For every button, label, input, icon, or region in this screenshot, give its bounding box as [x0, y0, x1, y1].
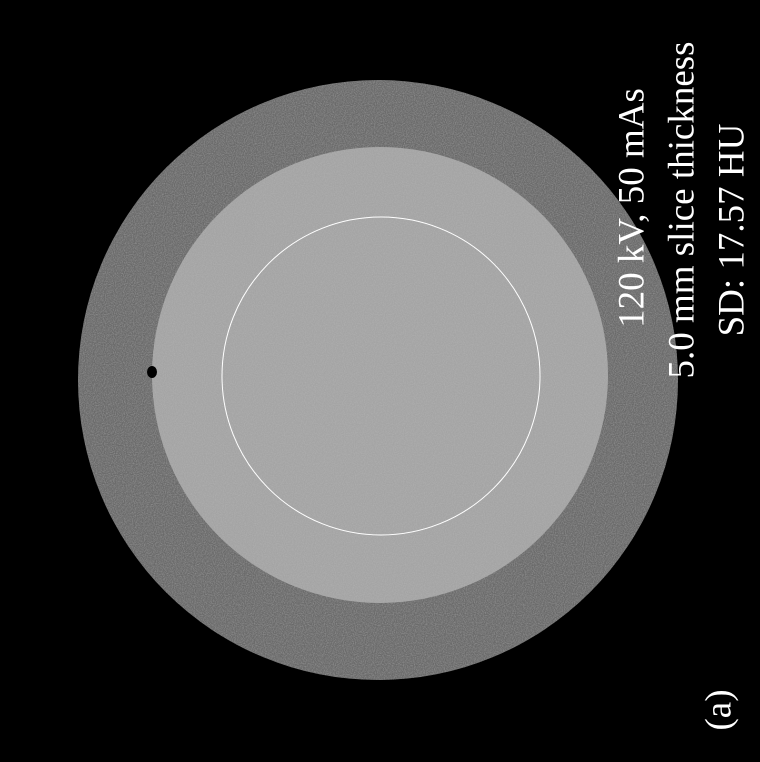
page: 120 kV, 50 mAs 5.0 mm slice thickness SD…: [0, 0, 760, 762]
panel-label: (a): [698, 689, 739, 730]
air-bubble: [147, 366, 157, 378]
annotation-line: SD: 17.57 HU: [711, 124, 752, 337]
ct-image: 120 kV, 50 mAs 5.0 mm slice thickness SD…: [0, 0, 760, 762]
annotation-line: 120 kV, 50 mAs: [611, 88, 652, 328]
annotation-line: 5.0 mm slice thickness: [661, 41, 702, 378]
